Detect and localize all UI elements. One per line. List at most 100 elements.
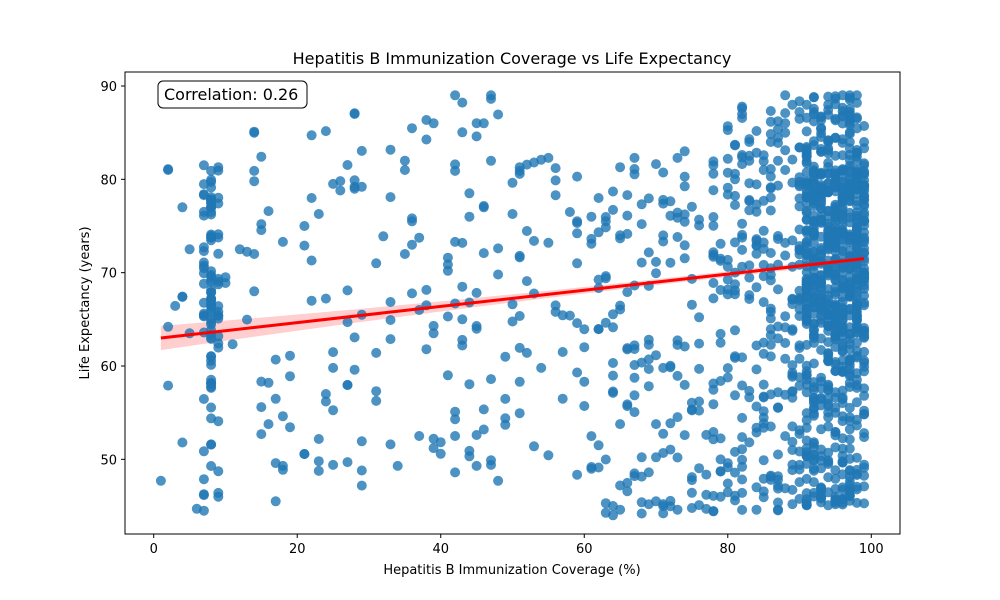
scatter-point [837, 394, 848, 405]
scatter-point [708, 160, 719, 171]
scatter-point [665, 257, 676, 268]
scatter-point [672, 504, 683, 515]
scatter-point [794, 477, 805, 488]
scatter-point [686, 201, 697, 212]
scatter-point [270, 393, 281, 404]
scatter-point [715, 238, 726, 249]
scatter-point [859, 290, 870, 301]
scatter-point [335, 185, 346, 196]
scatter-point [320, 396, 331, 407]
scatter-point [844, 196, 855, 207]
scatter-point [808, 382, 819, 393]
scatter-point [206, 317, 217, 327]
scatter-point [686, 472, 697, 483]
scatter-point [844, 354, 855, 365]
scatter-point [471, 118, 482, 129]
scatter-point [457, 127, 468, 138]
scatter-point [730, 390, 740, 401]
scatter-point [808, 92, 819, 103]
scatter-point [163, 380, 174, 391]
scatter-point [808, 324, 819, 335]
scatter-point [708, 278, 719, 288]
scatter-point [213, 466, 224, 477]
scatter-point [500, 393, 511, 404]
scatter-point [564, 207, 575, 217]
scatter-point [651, 159, 661, 170]
scatter-point [780, 118, 791, 129]
scatter-point [801, 179, 812, 190]
scatter-point [708, 506, 719, 517]
scatter-point [277, 460, 288, 471]
scatter-point [328, 347, 339, 358]
scatter-point [629, 344, 640, 354]
scatter-point [521, 347, 532, 358]
scatter-point [859, 470, 870, 481]
scatter-point [206, 276, 217, 287]
scatter-point [823, 186, 834, 197]
scatter-point [859, 383, 870, 394]
scatter-point [213, 301, 224, 312]
regression-line-layer [160, 257, 865, 340]
scatter-point [672, 232, 683, 242]
scatter-point [758, 379, 769, 390]
scatter-point [514, 376, 525, 387]
scatter-point [457, 97, 468, 108]
scatter-point [270, 496, 281, 507]
scatter-point [328, 405, 339, 416]
scatter-point [744, 178, 755, 189]
scatter-point [407, 288, 417, 299]
scatter-point [464, 211, 475, 222]
scatter-point [830, 316, 841, 327]
scatter-point [464, 445, 475, 456]
scatter-point [471, 430, 482, 440]
scatter-point [794, 353, 805, 364]
scatter-point [830, 407, 841, 418]
scatter-point [206, 174, 217, 185]
scatter-point [198, 505, 209, 516]
scatter-point [256, 219, 267, 230]
scatter-point [773, 497, 783, 508]
scatter-point [816, 372, 827, 383]
scatter-point [399, 165, 410, 175]
scatter-point [579, 376, 590, 387]
scatter-point [342, 160, 353, 170]
scatter-point [751, 235, 762, 246]
scatter-point [751, 401, 762, 412]
scatter-point [773, 402, 783, 413]
scatter-point [787, 436, 798, 447]
scatter-point [385, 144, 396, 155]
scatter-point [579, 342, 590, 353]
scatter-point [694, 338, 705, 349]
scatter-point [823, 355, 834, 366]
scatter-point [184, 244, 195, 255]
scatter-point [744, 155, 755, 166]
scatter-point [708, 168, 719, 179]
scatter-point [615, 300, 626, 311]
scatter-point [851, 90, 862, 101]
x-axis-ticks: 0 20 40 60 80 100 [150, 534, 884, 557]
scatter-point [801, 369, 812, 380]
scatter-point [457, 314, 468, 325]
scatter-point [385, 439, 396, 450]
scatter-point [837, 150, 848, 161]
scatter-point [837, 241, 848, 252]
scatter-point [407, 123, 417, 134]
scatter-point [227, 339, 238, 350]
scatter-point [629, 152, 640, 163]
scatter-point [672, 452, 683, 463]
scatter-point [249, 165, 260, 176]
scatter-point [507, 316, 518, 327]
scatter-point [679, 430, 690, 441]
scatter-point [859, 481, 870, 492]
scatter-point [600, 317, 611, 328]
scatter-point [787, 360, 798, 371]
scatter-point [385, 315, 396, 325]
scatter-point [500, 419, 511, 430]
scatter-point [758, 243, 769, 254]
y-tick-label: 80 [100, 173, 117, 188]
scatter-point [851, 315, 862, 325]
scatter-point [844, 181, 855, 192]
scatter-point [342, 457, 353, 468]
scatter-point [163, 321, 174, 332]
scatter-point [658, 194, 669, 205]
